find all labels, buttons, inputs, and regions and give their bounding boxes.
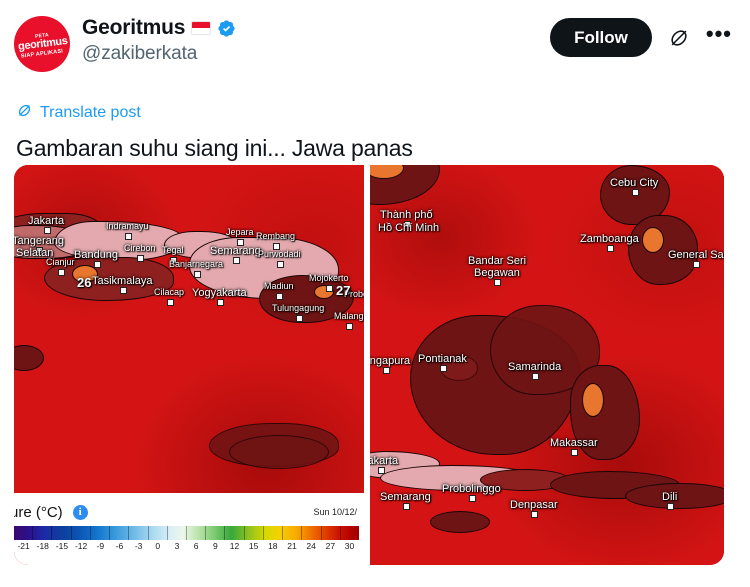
land-shape [625,483,724,509]
land-shape [628,215,698,285]
legend-tick: 24 [306,541,316,551]
hotspot-shape [582,383,604,417]
legend-tick: 12 [229,541,240,551]
legend-tick: -12 [74,541,88,551]
legend-tick: 6 [193,541,199,551]
translate-post-row[interactable]: Translate post [16,102,730,124]
author-handle[interactable]: @zakiberkata [82,43,198,64]
legend-tick: -21 [17,541,30,551]
hotspot-shape [72,265,98,283]
legend-tick: 15 [248,541,259,551]
follow-button[interactable]: Follow [550,18,652,57]
more-options-icon[interactable]: ••• [705,20,732,46]
translate-post-label[interactable]: Translate post [40,104,141,121]
tweet-media[interactable]: Jakarta Tangerang Selatan Cianjur Bandun… [14,165,724,565]
map-panel-java[interactable]: Jakarta Tangerang Selatan Cianjur Bandun… [14,165,364,565]
author-display-name[interactable]: Georitmus [82,16,186,39]
legend-colorbar [14,526,359,540]
temperature-marker: 26 [77,275,92,290]
legend-title: ure (°C) [14,503,63,521]
land-shape [430,511,490,533]
tweet-text: Gambaran suhu siang ini... Jawa panas [16,135,413,161]
legend-tick: 21 [287,541,297,551]
legend-tick: -15 [55,541,69,551]
legend-tick: -6 [115,541,124,551]
legend-tick-labels: -21 -18 -15 -12 -9 -6 -3 0 3 6 9 12 15 1… [14,541,359,551]
land-shape [570,365,640,460]
grok-icon[interactable] [668,27,690,49]
translate-grok-icon [16,102,33,124]
legend-tick: 30 [344,541,355,551]
legend-tick: -3 [134,541,143,551]
legend-tick: 18 [268,541,278,551]
land-shape [229,435,329,469]
temperature-legend: ure (°C) i Sun 10/12/ -21 -18 -15 -12 -9 [14,493,364,565]
land-shape [44,257,174,301]
land-shape [440,355,478,381]
verified-badge-icon [217,19,236,38]
author-name-row: Georitmus [82,16,236,40]
map-panel-indonesia[interactable]: Thành phố Hồ Chí Minh Cebu City Zamboang… [370,165,724,565]
avatar[interactable]: PETA georitmus SIAP APLIKASI [14,16,70,72]
indonesia-flag-icon [191,21,212,35]
legend-tick: 9 [212,541,218,551]
info-icon[interactable]: i [72,504,88,520]
tweet-header: PETA georitmus SIAP APLIKASI Georitmus @… [14,14,730,76]
legend-tick: 3 [174,541,180,551]
legend-date: Sun 10/12/ [313,507,357,517]
temperature-marker: 27 [336,283,351,298]
legend-tick: 0 [155,541,161,551]
hotspot-shape [642,227,664,253]
legend-header: ure (°C) i Sun 10/12/ [14,501,359,523]
legend-tick: 27 [325,541,336,551]
hotspot-shape [314,285,334,299]
legend-tick: -18 [36,541,49,551]
land-shape [259,275,354,323]
legend-tick: -9 [96,541,105,551]
colorbar-ticks [14,526,359,540]
header-actions: Follow ••• [550,18,732,57]
author-block: Georitmus @zakiberkata [82,14,236,65]
